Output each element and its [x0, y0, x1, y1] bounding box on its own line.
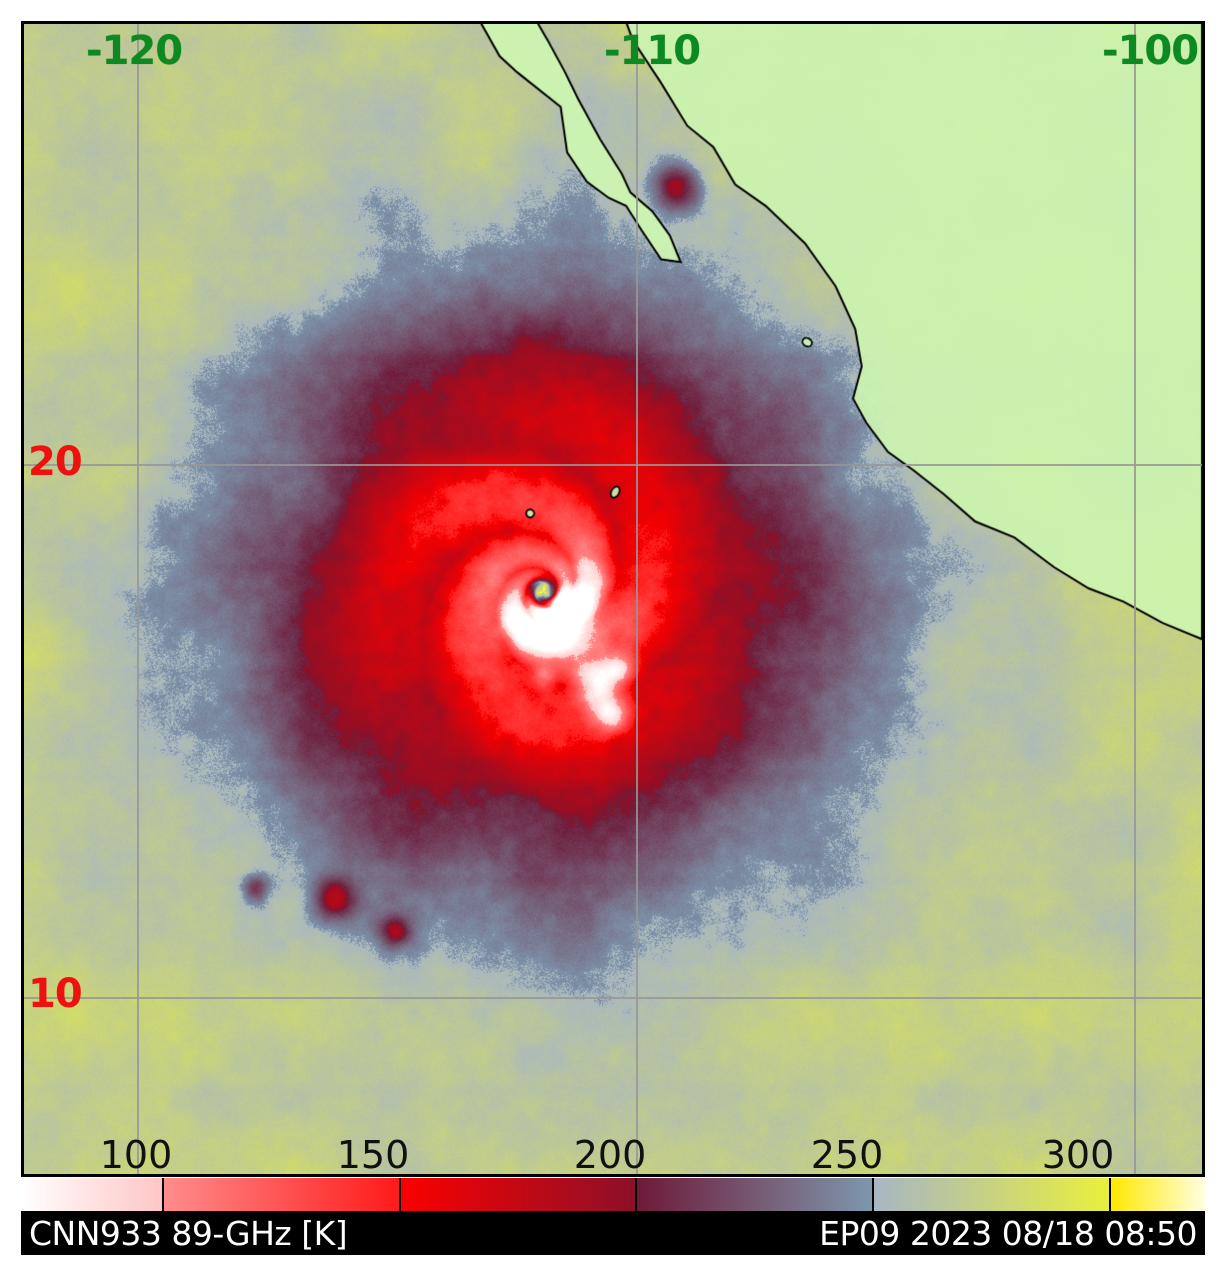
product-title-label: CNN933 89-GHz [K]: [29, 1213, 348, 1253]
colorbar-segment-1: [163, 1178, 401, 1211]
lat-label-10: 10: [28, 971, 83, 1017]
colorbar-tick-300: 300: [1041, 1133, 1115, 1177]
caption-bar: CNN933 89-GHz [K] EP09 2023 08/18 08:50: [21, 1211, 1205, 1255]
lon-label--120: -120: [86, 28, 183, 74]
colorbar-segment-2: [400, 1178, 638, 1211]
colorbar-segment-0: [21, 1178, 164, 1211]
colorbar-tick-250: 250: [810, 1133, 884, 1177]
lat-label-20: 20: [28, 439, 83, 485]
colorbar-tick-100: 100: [99, 1133, 173, 1177]
lon-label--100: -100: [1102, 28, 1199, 74]
colorbar-segment-4: [874, 1178, 1112, 1211]
map-panel[interactable]: -120 -110 -100 20 10 100 150 200 250 300: [21, 21, 1205, 1177]
colorbar-segment-3: [637, 1178, 875, 1211]
colorbar-tick-200: 200: [573, 1133, 647, 1177]
storm-timestamp-label: EP09 2023 08/18 08:50: [819, 1213, 1197, 1253]
colorbar-tick-150: 150: [336, 1133, 410, 1177]
colorbar[interactable]: [21, 1178, 1205, 1211]
colorbar-segment-5: [1111, 1178, 1205, 1211]
satellite-imagery-canvas[interactable]: [24, 24, 1202, 1174]
colorbar-gradient: [21, 1178, 1205, 1211]
lon-label--110: -110: [604, 28, 701, 74]
